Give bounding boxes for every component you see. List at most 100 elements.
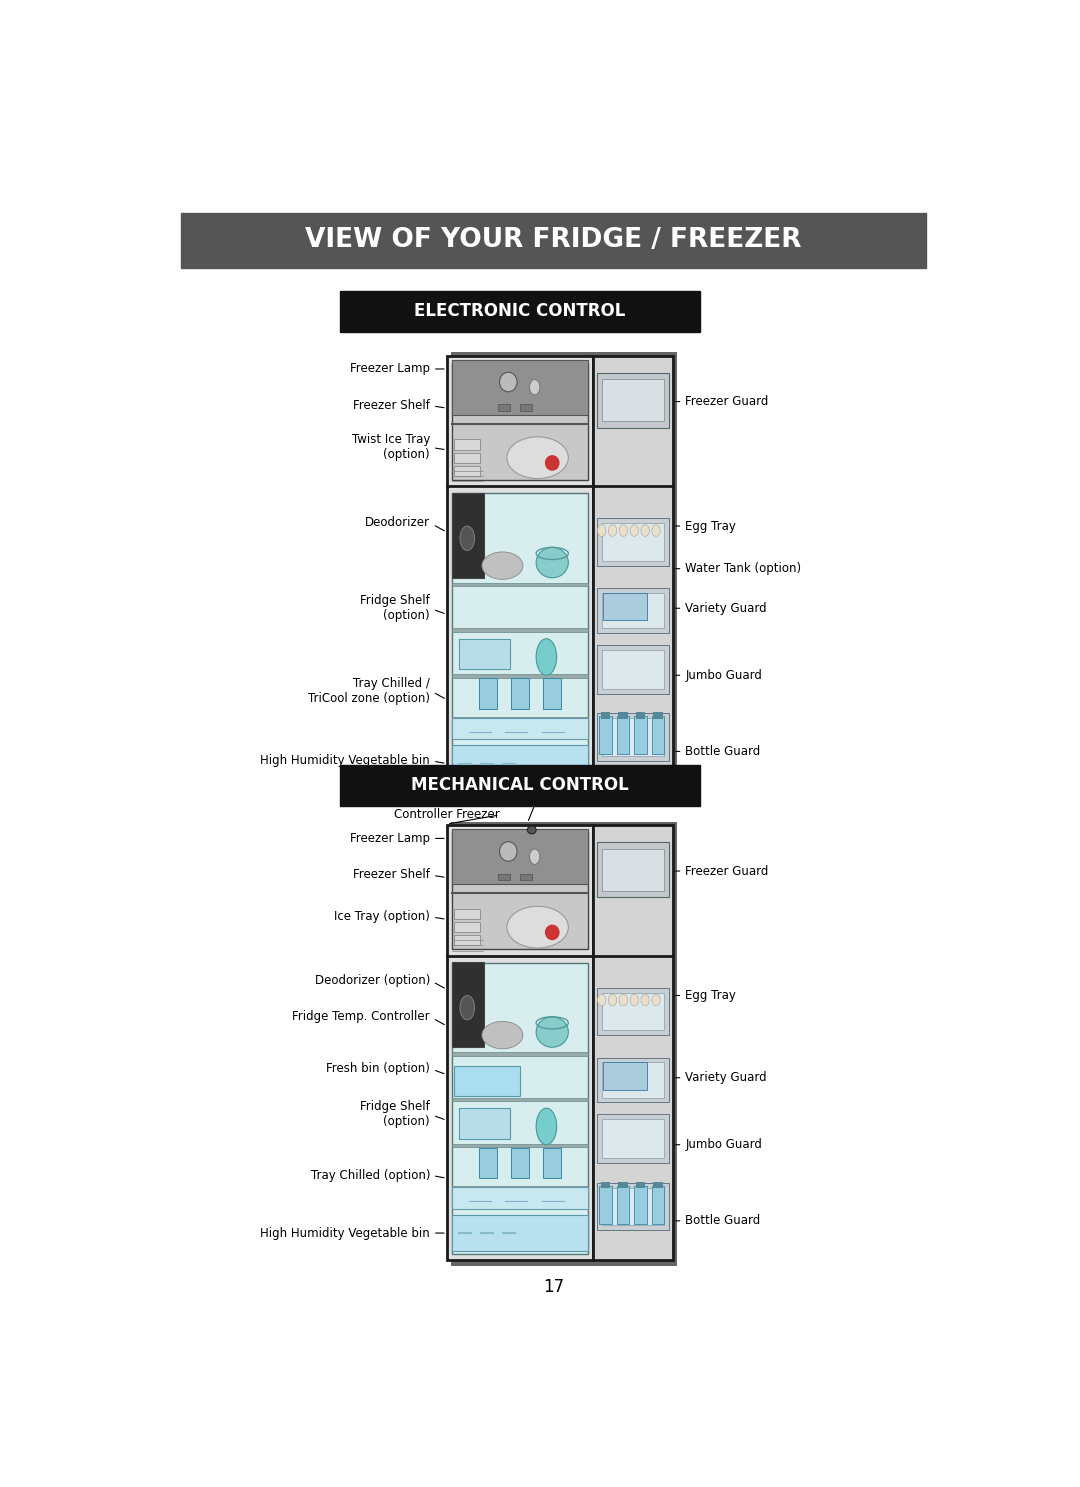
Ellipse shape xyxy=(536,547,568,578)
Bar xyxy=(597,714,669,760)
Ellipse shape xyxy=(536,1108,556,1145)
Bar xyxy=(498,404,510,410)
Bar xyxy=(451,962,484,1047)
Text: Deodorizer: Deodorizer xyxy=(365,516,444,531)
Text: Variety Guard: Variety Guard xyxy=(676,1071,767,1084)
Text: Egg Tray: Egg Tray xyxy=(676,989,737,1002)
Bar xyxy=(454,1066,521,1096)
Text: High Humidity Vegetable bin: High Humidity Vegetable bin xyxy=(260,1227,444,1240)
Bar xyxy=(511,678,529,709)
Bar xyxy=(340,764,700,806)
Ellipse shape xyxy=(640,525,649,537)
Text: Tray Chilled (option): Tray Chilled (option) xyxy=(311,1169,444,1182)
Bar xyxy=(597,373,669,428)
Text: Bottle Guard: Bottle Guard xyxy=(676,745,760,758)
Bar xyxy=(602,849,664,891)
Ellipse shape xyxy=(545,925,559,940)
Text: ELECTRONIC CONTROL: ELECTRONIC CONTROL xyxy=(415,302,625,320)
Text: Fridge Shelf
(option): Fridge Shelf (option) xyxy=(361,595,444,622)
Text: Bottle Guard: Bottle Guard xyxy=(676,1215,760,1227)
Text: MECHANICAL CONTROL: MECHANICAL CONTROL xyxy=(411,776,629,794)
Bar xyxy=(480,678,497,709)
Bar xyxy=(602,1062,664,1097)
Bar xyxy=(181,213,926,268)
Bar xyxy=(451,1187,589,1209)
Ellipse shape xyxy=(460,526,474,550)
Bar xyxy=(597,589,669,632)
Ellipse shape xyxy=(608,525,617,537)
Ellipse shape xyxy=(652,525,660,537)
Ellipse shape xyxy=(527,825,536,834)
Bar xyxy=(597,1114,669,1163)
Bar xyxy=(451,492,484,578)
Bar xyxy=(451,1215,589,1252)
Bar xyxy=(600,712,610,718)
Text: Egg Tray: Egg Tray xyxy=(676,519,737,532)
Bar xyxy=(521,874,531,880)
Text: High Humidity Vegetable bin: High Humidity Vegetable bin xyxy=(260,754,444,767)
Text: Variety Guard: Variety Guard xyxy=(676,602,767,614)
Bar xyxy=(593,355,673,791)
Bar xyxy=(454,922,481,932)
Bar xyxy=(634,1185,647,1224)
Text: Freezer Shelf: Freezer Shelf xyxy=(353,868,444,882)
Text: Water Tank (option): Water Tank (option) xyxy=(676,562,801,575)
Bar xyxy=(543,1148,561,1178)
Bar xyxy=(617,1185,630,1224)
Bar xyxy=(636,1182,646,1188)
Bar xyxy=(451,962,589,1254)
Bar xyxy=(597,1057,669,1102)
Text: VIEW OF YOUR FRIDGE / FREEZER: VIEW OF YOUR FRIDGE / FREEZER xyxy=(306,228,801,253)
Bar xyxy=(651,717,664,754)
Bar xyxy=(653,712,663,718)
Bar xyxy=(451,830,589,885)
Ellipse shape xyxy=(597,995,606,1005)
Bar xyxy=(651,1185,664,1224)
Ellipse shape xyxy=(482,552,523,580)
Text: Deodorizer (option): Deodorizer (option) xyxy=(314,974,444,987)
Ellipse shape xyxy=(500,842,517,861)
Bar xyxy=(340,290,700,332)
Ellipse shape xyxy=(500,372,517,391)
Bar xyxy=(451,833,589,949)
Ellipse shape xyxy=(640,995,649,1005)
Text: Fresh bin (option): Fresh bin (option) xyxy=(326,1062,444,1075)
Bar xyxy=(602,650,664,688)
Bar xyxy=(634,717,647,754)
Bar xyxy=(459,1108,510,1139)
Ellipse shape xyxy=(536,1017,568,1047)
Bar xyxy=(602,593,664,628)
Bar xyxy=(602,993,664,1030)
Ellipse shape xyxy=(460,995,474,1020)
Bar xyxy=(459,639,510,669)
Bar xyxy=(451,822,677,1267)
Bar xyxy=(454,452,481,462)
Bar xyxy=(451,363,589,480)
Bar xyxy=(617,717,630,754)
Bar xyxy=(597,987,669,1035)
Bar xyxy=(521,404,531,410)
Bar xyxy=(599,1185,612,1224)
Ellipse shape xyxy=(652,995,660,1005)
Ellipse shape xyxy=(507,437,568,479)
Ellipse shape xyxy=(507,906,568,949)
Bar xyxy=(543,678,561,709)
Bar xyxy=(454,440,481,451)
Bar xyxy=(451,352,677,797)
Text: Freezer Lamp: Freezer Lamp xyxy=(350,363,444,375)
Bar xyxy=(451,717,589,720)
Ellipse shape xyxy=(619,525,627,537)
Text: Controller Freezer: Controller Freezer xyxy=(491,775,597,821)
Ellipse shape xyxy=(482,1022,523,1048)
Bar xyxy=(618,1182,627,1188)
Ellipse shape xyxy=(529,379,540,396)
Bar xyxy=(447,825,593,1261)
Bar xyxy=(593,825,673,1261)
Bar xyxy=(602,523,664,561)
Bar xyxy=(451,1187,589,1190)
Ellipse shape xyxy=(545,455,559,471)
Bar xyxy=(653,1182,663,1188)
Bar xyxy=(451,1053,589,1056)
Text: Twist Ice Tray
(option): Twist Ice Tray (option) xyxy=(352,433,444,461)
Bar xyxy=(498,874,510,880)
